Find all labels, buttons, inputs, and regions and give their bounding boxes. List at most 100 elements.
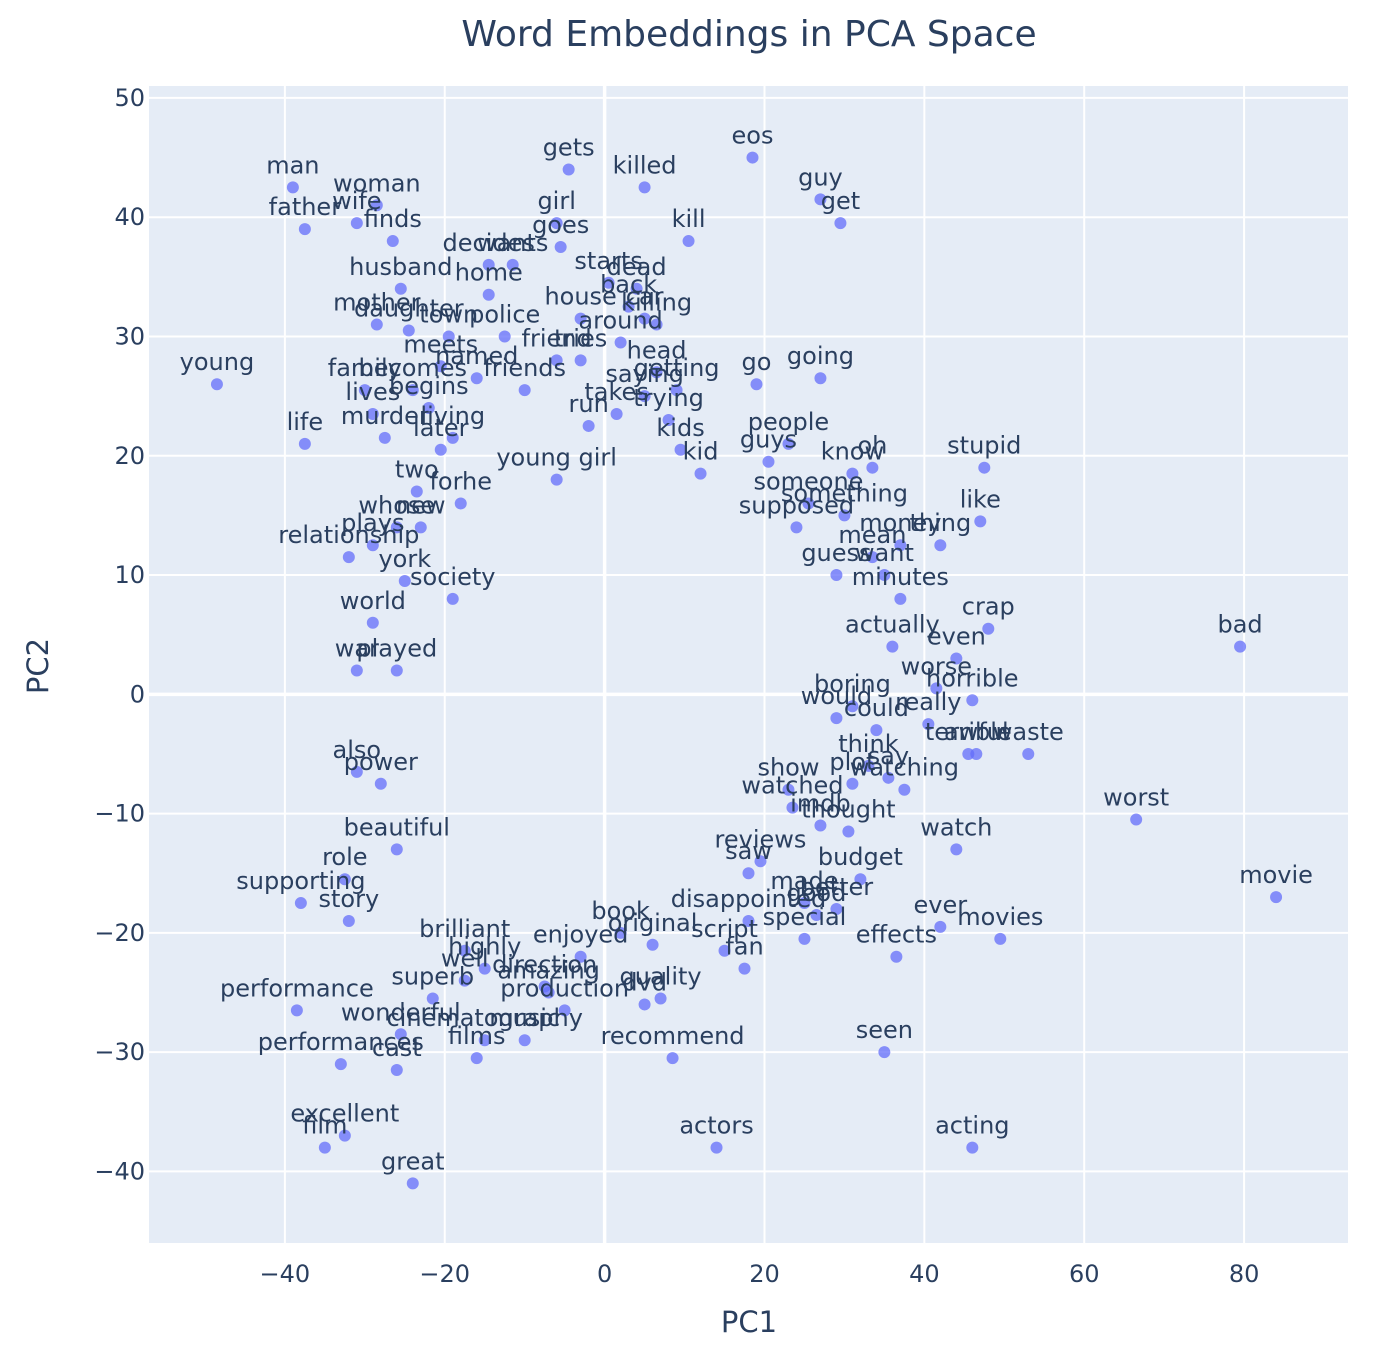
data-point[interactable] bbox=[426, 992, 439, 1005]
data-point[interactable] bbox=[394, 1028, 407, 1041]
data-point[interactable] bbox=[646, 938, 659, 951]
data-point[interactable] bbox=[390, 843, 403, 856]
data-point[interactable] bbox=[814, 193, 827, 206]
data-point[interactable] bbox=[610, 408, 623, 421]
data-point[interactable] bbox=[350, 664, 363, 677]
data-point[interactable] bbox=[562, 163, 575, 176]
data-point[interactable] bbox=[298, 437, 311, 450]
data-point[interactable] bbox=[498, 330, 511, 343]
data-point[interactable] bbox=[922, 718, 935, 731]
data-point[interactable] bbox=[638, 998, 651, 1011]
data-point[interactable] bbox=[1130, 813, 1143, 826]
data-point[interactable] bbox=[434, 443, 447, 456]
data-point[interactable] bbox=[298, 223, 311, 236]
data-point[interactable] bbox=[602, 276, 615, 289]
data-point[interactable] bbox=[294, 897, 307, 910]
data-point[interactable] bbox=[786, 801, 799, 814]
data-point[interactable] bbox=[682, 235, 695, 248]
data-point[interactable] bbox=[402, 324, 415, 337]
data-point[interactable] bbox=[478, 1034, 491, 1047]
data-point[interactable] bbox=[978, 461, 991, 474]
data-point[interactable] bbox=[342, 551, 355, 564]
data-point[interactable] bbox=[370, 318, 383, 331]
data-point[interactable] bbox=[414, 521, 427, 534]
data-point[interactable] bbox=[1022, 747, 1035, 760]
data-point[interactable] bbox=[830, 569, 843, 582]
data-point[interactable] bbox=[358, 384, 371, 397]
data-point[interactable] bbox=[390, 521, 403, 534]
data-point[interactable] bbox=[406, 384, 419, 397]
data-point[interactable] bbox=[350, 765, 363, 778]
data-point[interactable] bbox=[366, 616, 379, 629]
data-point[interactable] bbox=[470, 372, 483, 385]
data-point[interactable] bbox=[338, 1129, 351, 1142]
data-point[interactable] bbox=[614, 926, 627, 939]
data-point[interactable] bbox=[782, 783, 795, 796]
data-point[interactable] bbox=[694, 467, 707, 480]
data-point[interactable] bbox=[538, 980, 551, 993]
data-point[interactable] bbox=[338, 873, 351, 886]
data-point[interactable] bbox=[390, 664, 403, 677]
data-point[interactable] bbox=[446, 431, 459, 444]
data-point[interactable] bbox=[574, 312, 587, 325]
data-point[interactable] bbox=[834, 217, 847, 230]
data-point[interactable] bbox=[934, 920, 947, 933]
data-point[interactable] bbox=[666, 1052, 679, 1065]
data-point[interactable] bbox=[478, 962, 491, 975]
data-point[interactable] bbox=[574, 950, 587, 963]
data-point[interactable] bbox=[410, 485, 423, 498]
data-point[interactable] bbox=[454, 497, 467, 510]
data-point[interactable] bbox=[802, 497, 815, 510]
data-point[interactable] bbox=[718, 944, 731, 957]
data-point[interactable] bbox=[782, 437, 795, 450]
data-point[interactable] bbox=[1270, 891, 1283, 904]
data-point[interactable] bbox=[898, 783, 911, 796]
data-point[interactable] bbox=[738, 962, 751, 975]
data-point[interactable] bbox=[406, 1177, 419, 1190]
data-point[interactable] bbox=[830, 712, 843, 725]
data-point[interactable] bbox=[870, 724, 883, 737]
data-point[interactable] bbox=[654, 992, 667, 1005]
data-point[interactable] bbox=[638, 390, 651, 403]
data-point[interactable] bbox=[482, 288, 495, 301]
data-point[interactable] bbox=[434, 360, 447, 373]
data-point[interactable] bbox=[614, 336, 627, 349]
data-point[interactable] bbox=[482, 258, 495, 271]
data-point[interactable] bbox=[518, 384, 531, 397]
data-point[interactable] bbox=[366, 539, 379, 552]
data-point[interactable] bbox=[334, 1058, 347, 1071]
data-point[interactable] bbox=[810, 908, 823, 921]
data-point[interactable] bbox=[854, 873, 867, 886]
data-point[interactable] bbox=[878, 569, 891, 582]
data-point[interactable] bbox=[458, 944, 471, 957]
data-point[interactable] bbox=[650, 366, 663, 379]
data-point[interactable] bbox=[290, 1004, 303, 1017]
data-point[interactable] bbox=[838, 509, 851, 522]
data-point[interactable] bbox=[894, 539, 907, 552]
data-point[interactable] bbox=[798, 897, 811, 910]
data-point[interactable] bbox=[398, 575, 411, 588]
data-point[interactable] bbox=[798, 932, 811, 945]
data-point[interactable] bbox=[950, 652, 963, 665]
data-point[interactable] bbox=[342, 914, 355, 927]
data-point[interactable] bbox=[518, 1034, 531, 1047]
data-point[interactable] bbox=[670, 384, 683, 397]
data-point[interactable] bbox=[814, 819, 827, 832]
data-point[interactable] bbox=[650, 318, 663, 331]
data-point[interactable] bbox=[930, 682, 943, 695]
data-point[interactable] bbox=[882, 771, 895, 784]
data-point[interactable] bbox=[862, 759, 875, 772]
data-point[interactable] bbox=[558, 1004, 571, 1017]
data-point[interactable] bbox=[878, 1046, 891, 1059]
data-point[interactable] bbox=[394, 282, 407, 295]
data-point[interactable] bbox=[966, 1141, 979, 1154]
data-point[interactable] bbox=[442, 330, 455, 343]
data-point[interactable] bbox=[842, 825, 855, 838]
data-point[interactable] bbox=[894, 592, 907, 605]
data-point[interactable] bbox=[458, 974, 471, 987]
data-point[interactable] bbox=[950, 843, 963, 856]
data-point[interactable] bbox=[886, 640, 899, 653]
data-point[interactable] bbox=[378, 431, 391, 444]
data-point[interactable] bbox=[762, 455, 775, 468]
data-point[interactable] bbox=[890, 950, 903, 963]
